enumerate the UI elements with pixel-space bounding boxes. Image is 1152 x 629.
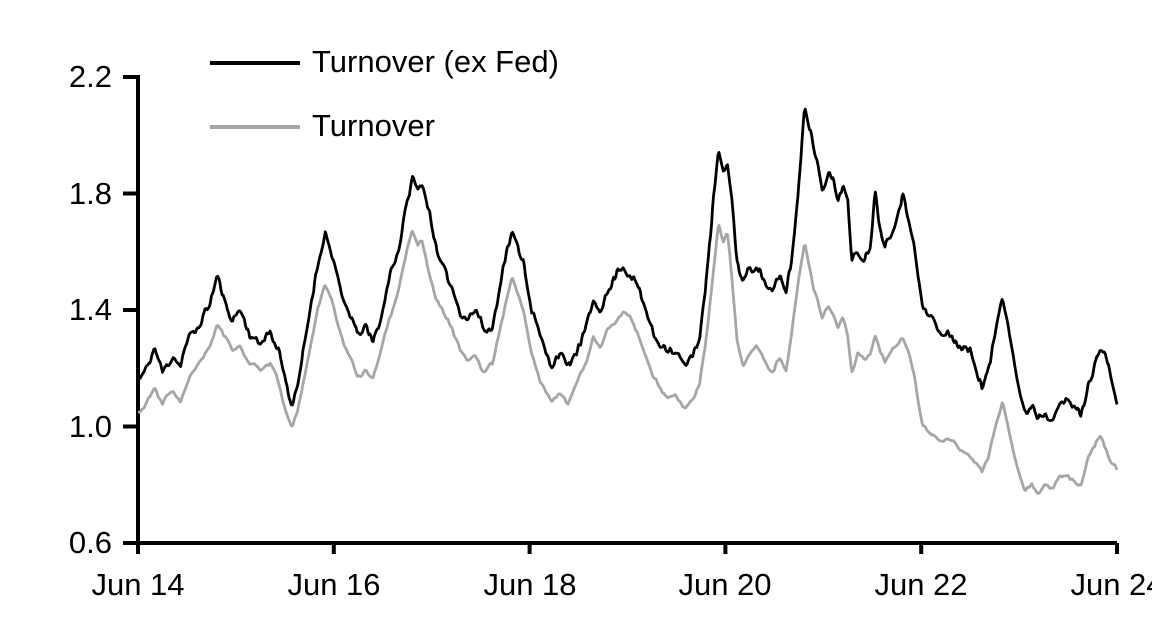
legend-swatch-black-line: [210, 61, 300, 65]
x-tick-label: Jun 18: [483, 567, 577, 602]
x-tick-label: Jun 22: [874, 567, 968, 602]
y-tick-label: 1.4: [68, 292, 112, 327]
y-tick-label: 1.0: [68, 409, 112, 444]
y-tick-label: 0.6: [68, 525, 112, 560]
x-tick-label: Jun 20: [678, 567, 772, 602]
series-line-turnover: [137, 223, 1119, 495]
x-tick-label: Jun 16: [287, 567, 381, 602]
legend-label: Turnover (ex Fed): [312, 44, 559, 79]
turnover-line-chart: 2.2 1.8 1.4 1.0 0.6 Jun 14 Jun 16 Jun 18…: [40, 16, 1152, 613]
y-tick-label: 2.2: [68, 59, 112, 94]
series-line-turnover-ex-fed: [137, 107, 1119, 422]
plot-area: [123, 75, 1119, 554]
y-tick-label: 1.8: [68, 176, 112, 211]
axes-and-ticks: [123, 75, 1119, 554]
x-tick-label: Jun 14: [91, 567, 185, 602]
legend-swatch-gray-line: [210, 125, 300, 129]
legend-label: Turnover: [312, 108, 435, 143]
x-tick-label: Jun 24: [1070, 567, 1152, 602]
